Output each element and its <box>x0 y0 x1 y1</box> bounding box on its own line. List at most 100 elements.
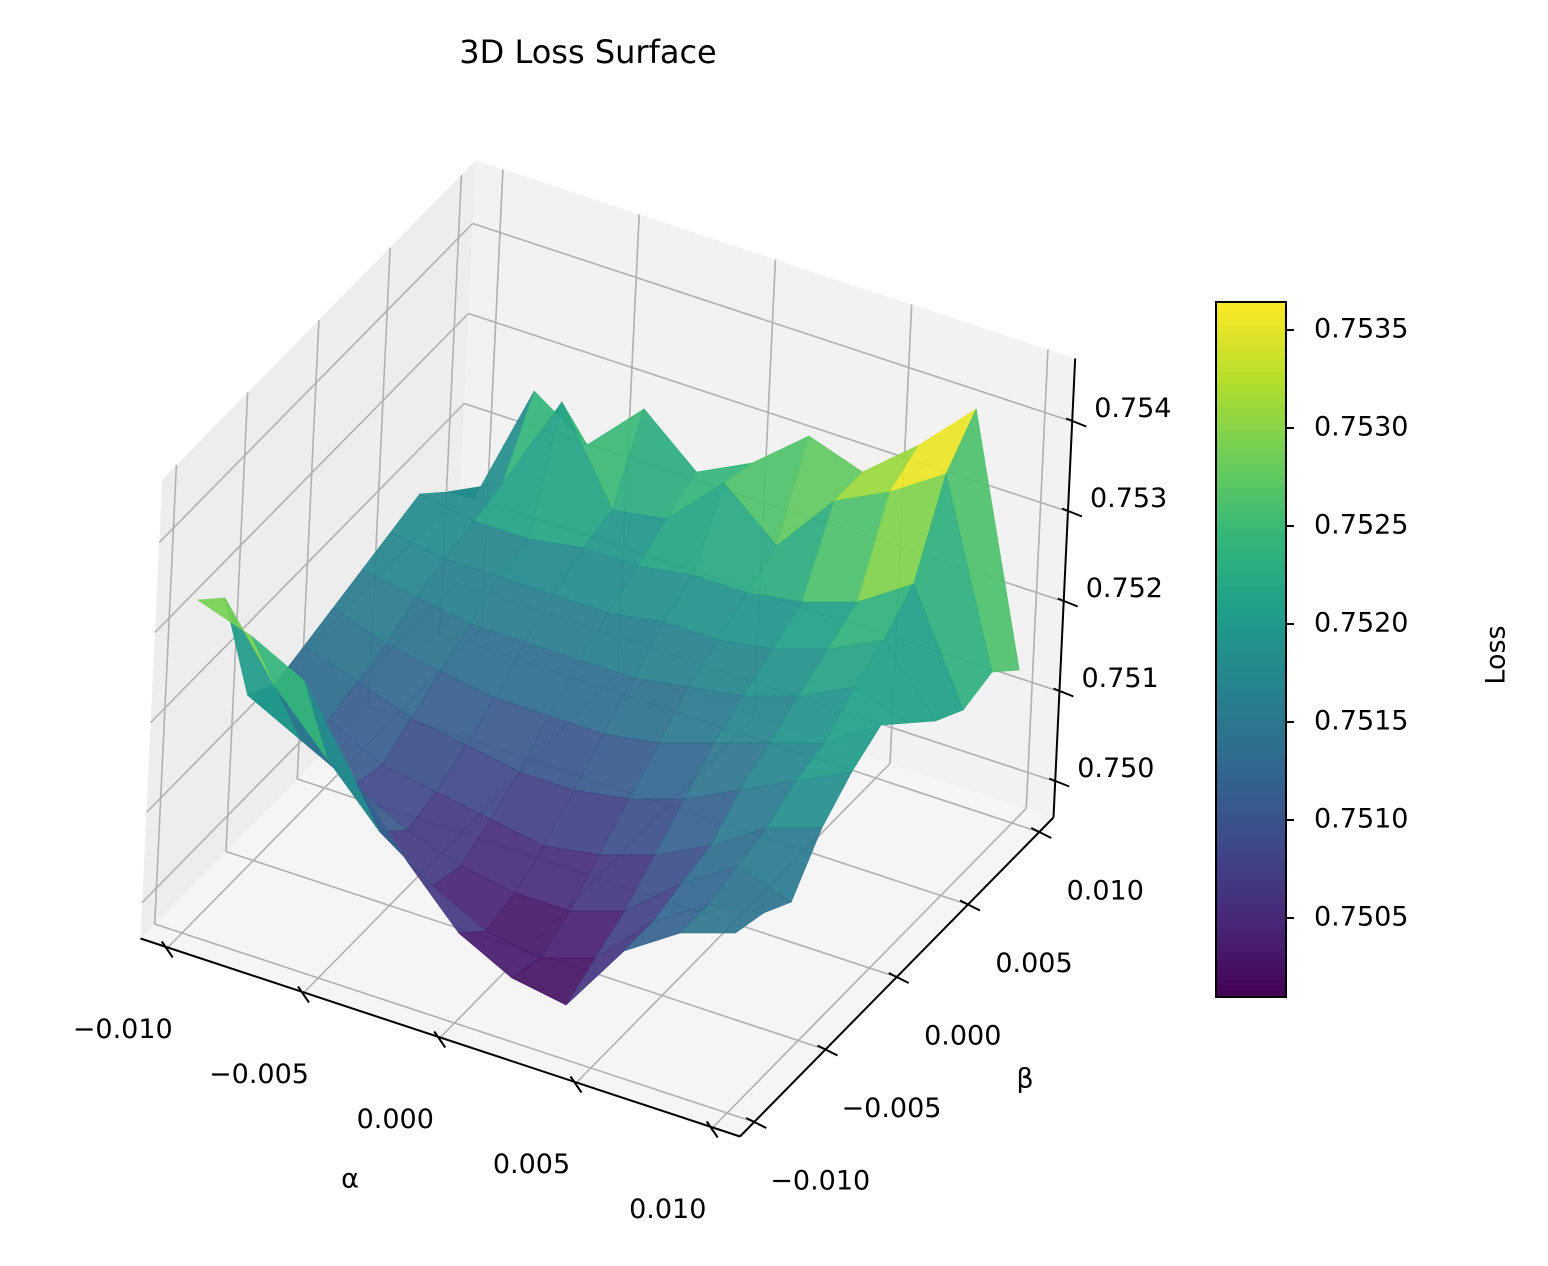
z-tick <box>1061 507 1083 518</box>
y-axis-label: β <box>1016 1064 1033 1095</box>
grid-line <box>150 402 465 724</box>
x-tick <box>569 1075 583 1094</box>
colorbar-swatch <box>1216 498 1286 506</box>
y-tick-label: −0.005 <box>842 1093 942 1124</box>
colorbar-swatch <box>1216 429 1286 436</box>
grid-line <box>154 312 470 634</box>
colorbar-swatch <box>1216 904 1286 911</box>
colorbar-swatch <box>1216 342 1286 349</box>
colorbar-swatch <box>1216 539 1286 546</box>
colorbar-swatch <box>1216 968 1286 975</box>
colorbar-swatch <box>1216 956 1286 963</box>
x-tick-label: 0.000 <box>357 1104 434 1135</box>
colorbar-tick-label: 0.7535 <box>1314 314 1408 345</box>
colorbar-swatch <box>1216 643 1286 651</box>
y-tick <box>959 899 981 912</box>
colorbar-swatch <box>1216 527 1286 535</box>
colorbar-swatch <box>1216 678 1286 685</box>
colorbar-swatch <box>1216 661 1286 668</box>
colorbar-swatch <box>1216 394 1286 402</box>
grid-line <box>1025 349 1049 809</box>
colorbar-swatch <box>1216 475 1286 483</box>
colorbar-swatch <box>1216 412 1286 419</box>
colorbar-swatch <box>1216 829 1286 836</box>
z-tick <box>1048 777 1070 788</box>
colorbar-swatch <box>1216 435 1286 442</box>
colorbar-swatch <box>1216 406 1286 413</box>
colorbar-swatch <box>1216 881 1286 888</box>
colorbar-swatch <box>1216 892 1286 900</box>
colorbar-swatch <box>1216 719 1286 726</box>
y-tick-label: 0.000 <box>924 1021 1001 1052</box>
y-tick-label: 0.005 <box>995 948 1072 979</box>
y-tick-label: −0.010 <box>770 1166 870 1197</box>
colorbar-swatch <box>1216 933 1286 940</box>
colorbar-swatch <box>1216 672 1286 680</box>
colorbar-swatch <box>1216 365 1286 373</box>
colorbar-swatch <box>1216 591 1286 598</box>
x-tick-label: 0.010 <box>629 1194 706 1225</box>
colorbar-swatch <box>1216 800 1286 807</box>
colorbar-swatch <box>1216 626 1286 633</box>
colorbar-swatch <box>1216 446 1286 454</box>
colorbar-tick-label: 0.7530 <box>1314 412 1408 443</box>
colorbar-swatch <box>1216 307 1286 315</box>
colorbar-swatch <box>1216 979 1286 987</box>
colorbar-swatch <box>1216 510 1286 517</box>
colorbar-tick-label: 0.7520 <box>1314 608 1408 639</box>
colorbar-swatch <box>1216 730 1286 737</box>
z-tick-label: 0.752 <box>1086 573 1163 604</box>
colorbar-swatch <box>1216 493 1286 500</box>
z-tick <box>1065 417 1087 428</box>
colorbar-swatch <box>1216 817 1286 824</box>
colorbar-swatch <box>1216 852 1286 859</box>
colorbar-swatch <box>1216 858 1286 865</box>
y-tick-label: 0.010 <box>1067 876 1144 907</box>
colorbar-swatch <box>1216 487 1286 494</box>
colorbar-swatch <box>1216 724 1286 732</box>
colorbar-tick-label: 0.7510 <box>1314 804 1408 835</box>
x-axis-line <box>140 937 741 1138</box>
colorbar-swatch <box>1216 973 1286 981</box>
colorbar-swatch <box>1216 383 1286 390</box>
colorbar-swatch <box>1216 574 1286 581</box>
x-tick <box>160 940 174 959</box>
colorbar-swatch <box>1216 776 1286 784</box>
colorbar-swatch <box>1216 522 1286 529</box>
colorbar-swatch <box>1216 469 1286 477</box>
colorbar-swatch <box>1216 863 1286 871</box>
grid-line <box>154 923 755 1123</box>
colorbar-swatch <box>1216 921 1286 929</box>
colorbar-swatch <box>1216 910 1286 917</box>
colorbar-swatch <box>1216 655 1286 662</box>
colorbar-swatch <box>1216 464 1286 471</box>
colorbar-swatch <box>1216 336 1286 344</box>
colorbar-swatch <box>1216 649 1286 656</box>
surface-cell <box>679 903 765 934</box>
z-tick-label: 0.750 <box>1077 753 1154 784</box>
colorbar-swatch <box>1216 516 1286 523</box>
colorbar-tick-label: 0.7505 <box>1314 902 1408 933</box>
colorbar-swatch <box>1216 359 1286 367</box>
z-tick-label: 0.751 <box>1081 663 1158 694</box>
colorbar-tick-label: 0.7515 <box>1314 706 1408 737</box>
z-tick-label: 0.753 <box>1090 483 1167 514</box>
colorbar-swatch <box>1216 788 1286 795</box>
colorbar-swatch <box>1216 580 1286 587</box>
colorbar-swatch <box>1216 603 1286 610</box>
colorbar-swatch <box>1216 458 1286 465</box>
colorbar-swatch <box>1216 348 1286 355</box>
colorbar-swatch <box>1216 452 1286 459</box>
colorbar-swatch <box>1216 423 1286 431</box>
colorbar-swatch <box>1216 690 1286 697</box>
colorbar-swatch <box>1216 886 1286 894</box>
grid-line <box>153 464 178 925</box>
grid-line <box>472 222 1073 423</box>
colorbar-swatch <box>1216 950 1286 958</box>
colorbar-swatch <box>1216 742 1286 749</box>
colorbar-swatch <box>1216 533 1286 541</box>
colorbar-swatch <box>1216 377 1286 384</box>
colorbar-swatch <box>1216 562 1286 570</box>
colorbar-swatch <box>1216 620 1286 627</box>
colorbar-frame <box>1215 301 1287 998</box>
